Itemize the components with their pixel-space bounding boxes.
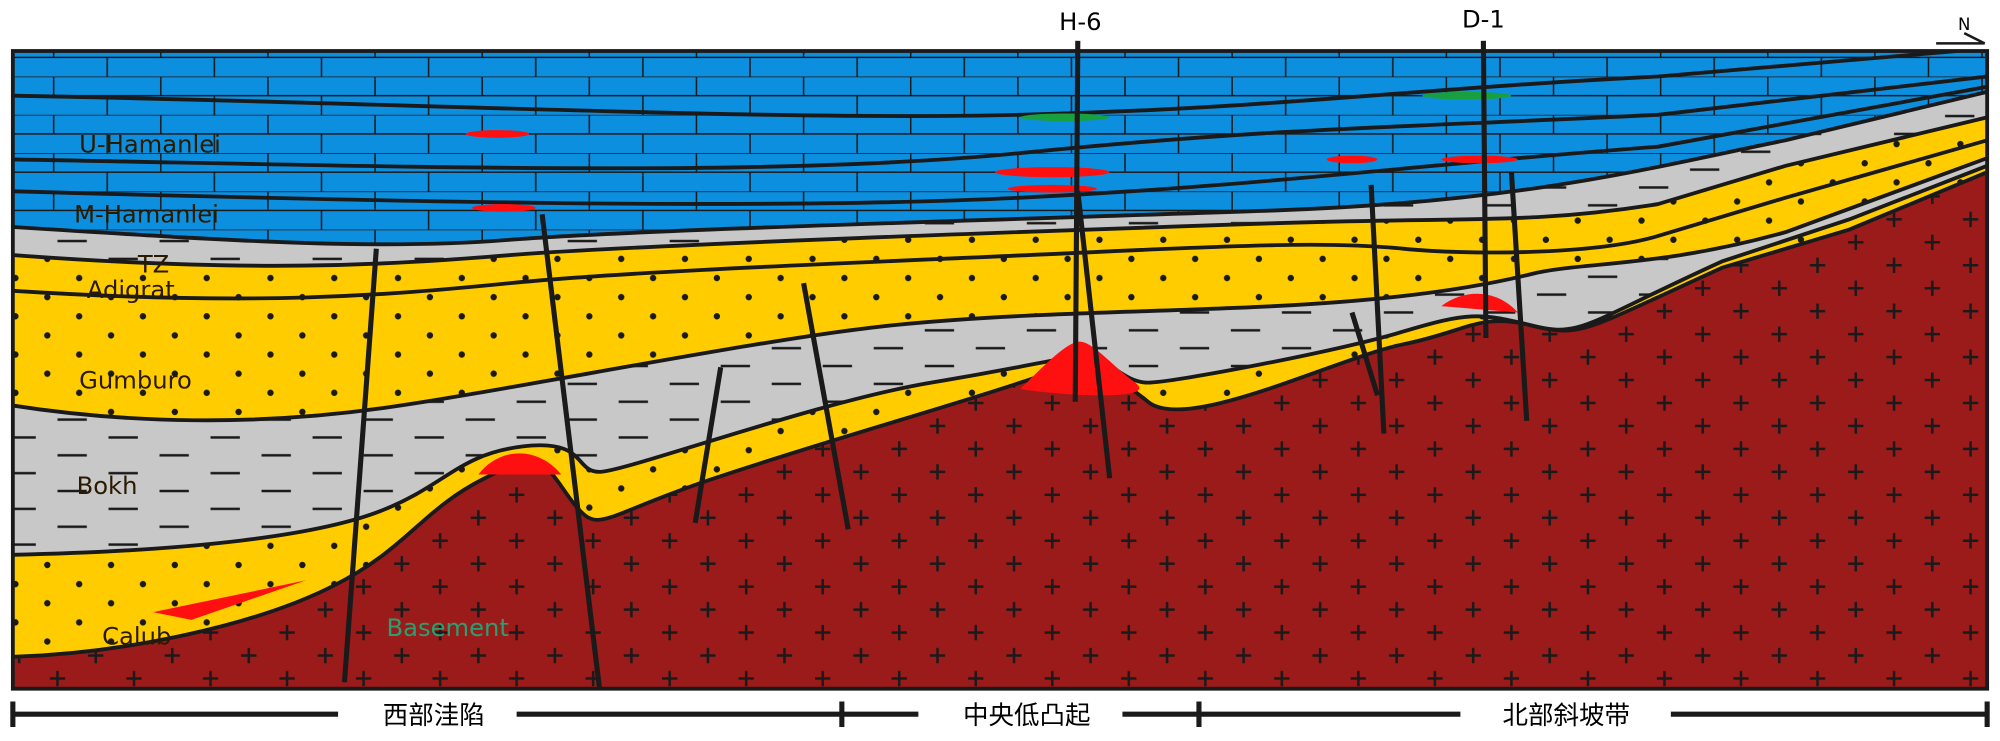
oil (1007, 184, 1097, 193)
oil (994, 167, 1110, 178)
oil (153, 580, 307, 620)
oil (471, 204, 536, 212)
basement (12, 172, 1988, 689)
well-h6 (1072, 40, 1081, 402)
zone-bar (10, 701, 1990, 727)
layer-label: Gumburo (79, 366, 192, 394)
north-label: N (1958, 15, 1970, 34)
oil (1441, 155, 1518, 164)
frame (10, 49, 1990, 691)
zone-label: 北部斜坡带 (1503, 701, 1631, 731)
basement-label: Basement (387, 614, 509, 642)
layer-label: U-Hamanlei (79, 130, 221, 158)
layer-label: Bokh (77, 472, 138, 500)
oil (1326, 155, 1378, 164)
layer-label: Calub (102, 623, 171, 651)
well-d1 (1480, 40, 1489, 338)
oil (465, 130, 530, 138)
gas (1020, 113, 1110, 122)
oil (1020, 341, 1140, 396)
oil (1441, 293, 1518, 313)
north-arrow (1936, 32, 1986, 45)
gas (1422, 91, 1512, 100)
well-label: H-6 (1059, 8, 1101, 36)
zone-label: 西部洼陷 (383, 701, 485, 731)
strata (12, 51, 1988, 689)
oil (478, 453, 562, 475)
layer-label: TZ (137, 250, 169, 278)
layer-label: Adigrat (87, 276, 175, 304)
layer-label: M-Hamanlei (74, 201, 219, 229)
zone-label: 中央低凸起 (963, 701, 1091, 731)
well-label: D-1 (1462, 5, 1505, 33)
